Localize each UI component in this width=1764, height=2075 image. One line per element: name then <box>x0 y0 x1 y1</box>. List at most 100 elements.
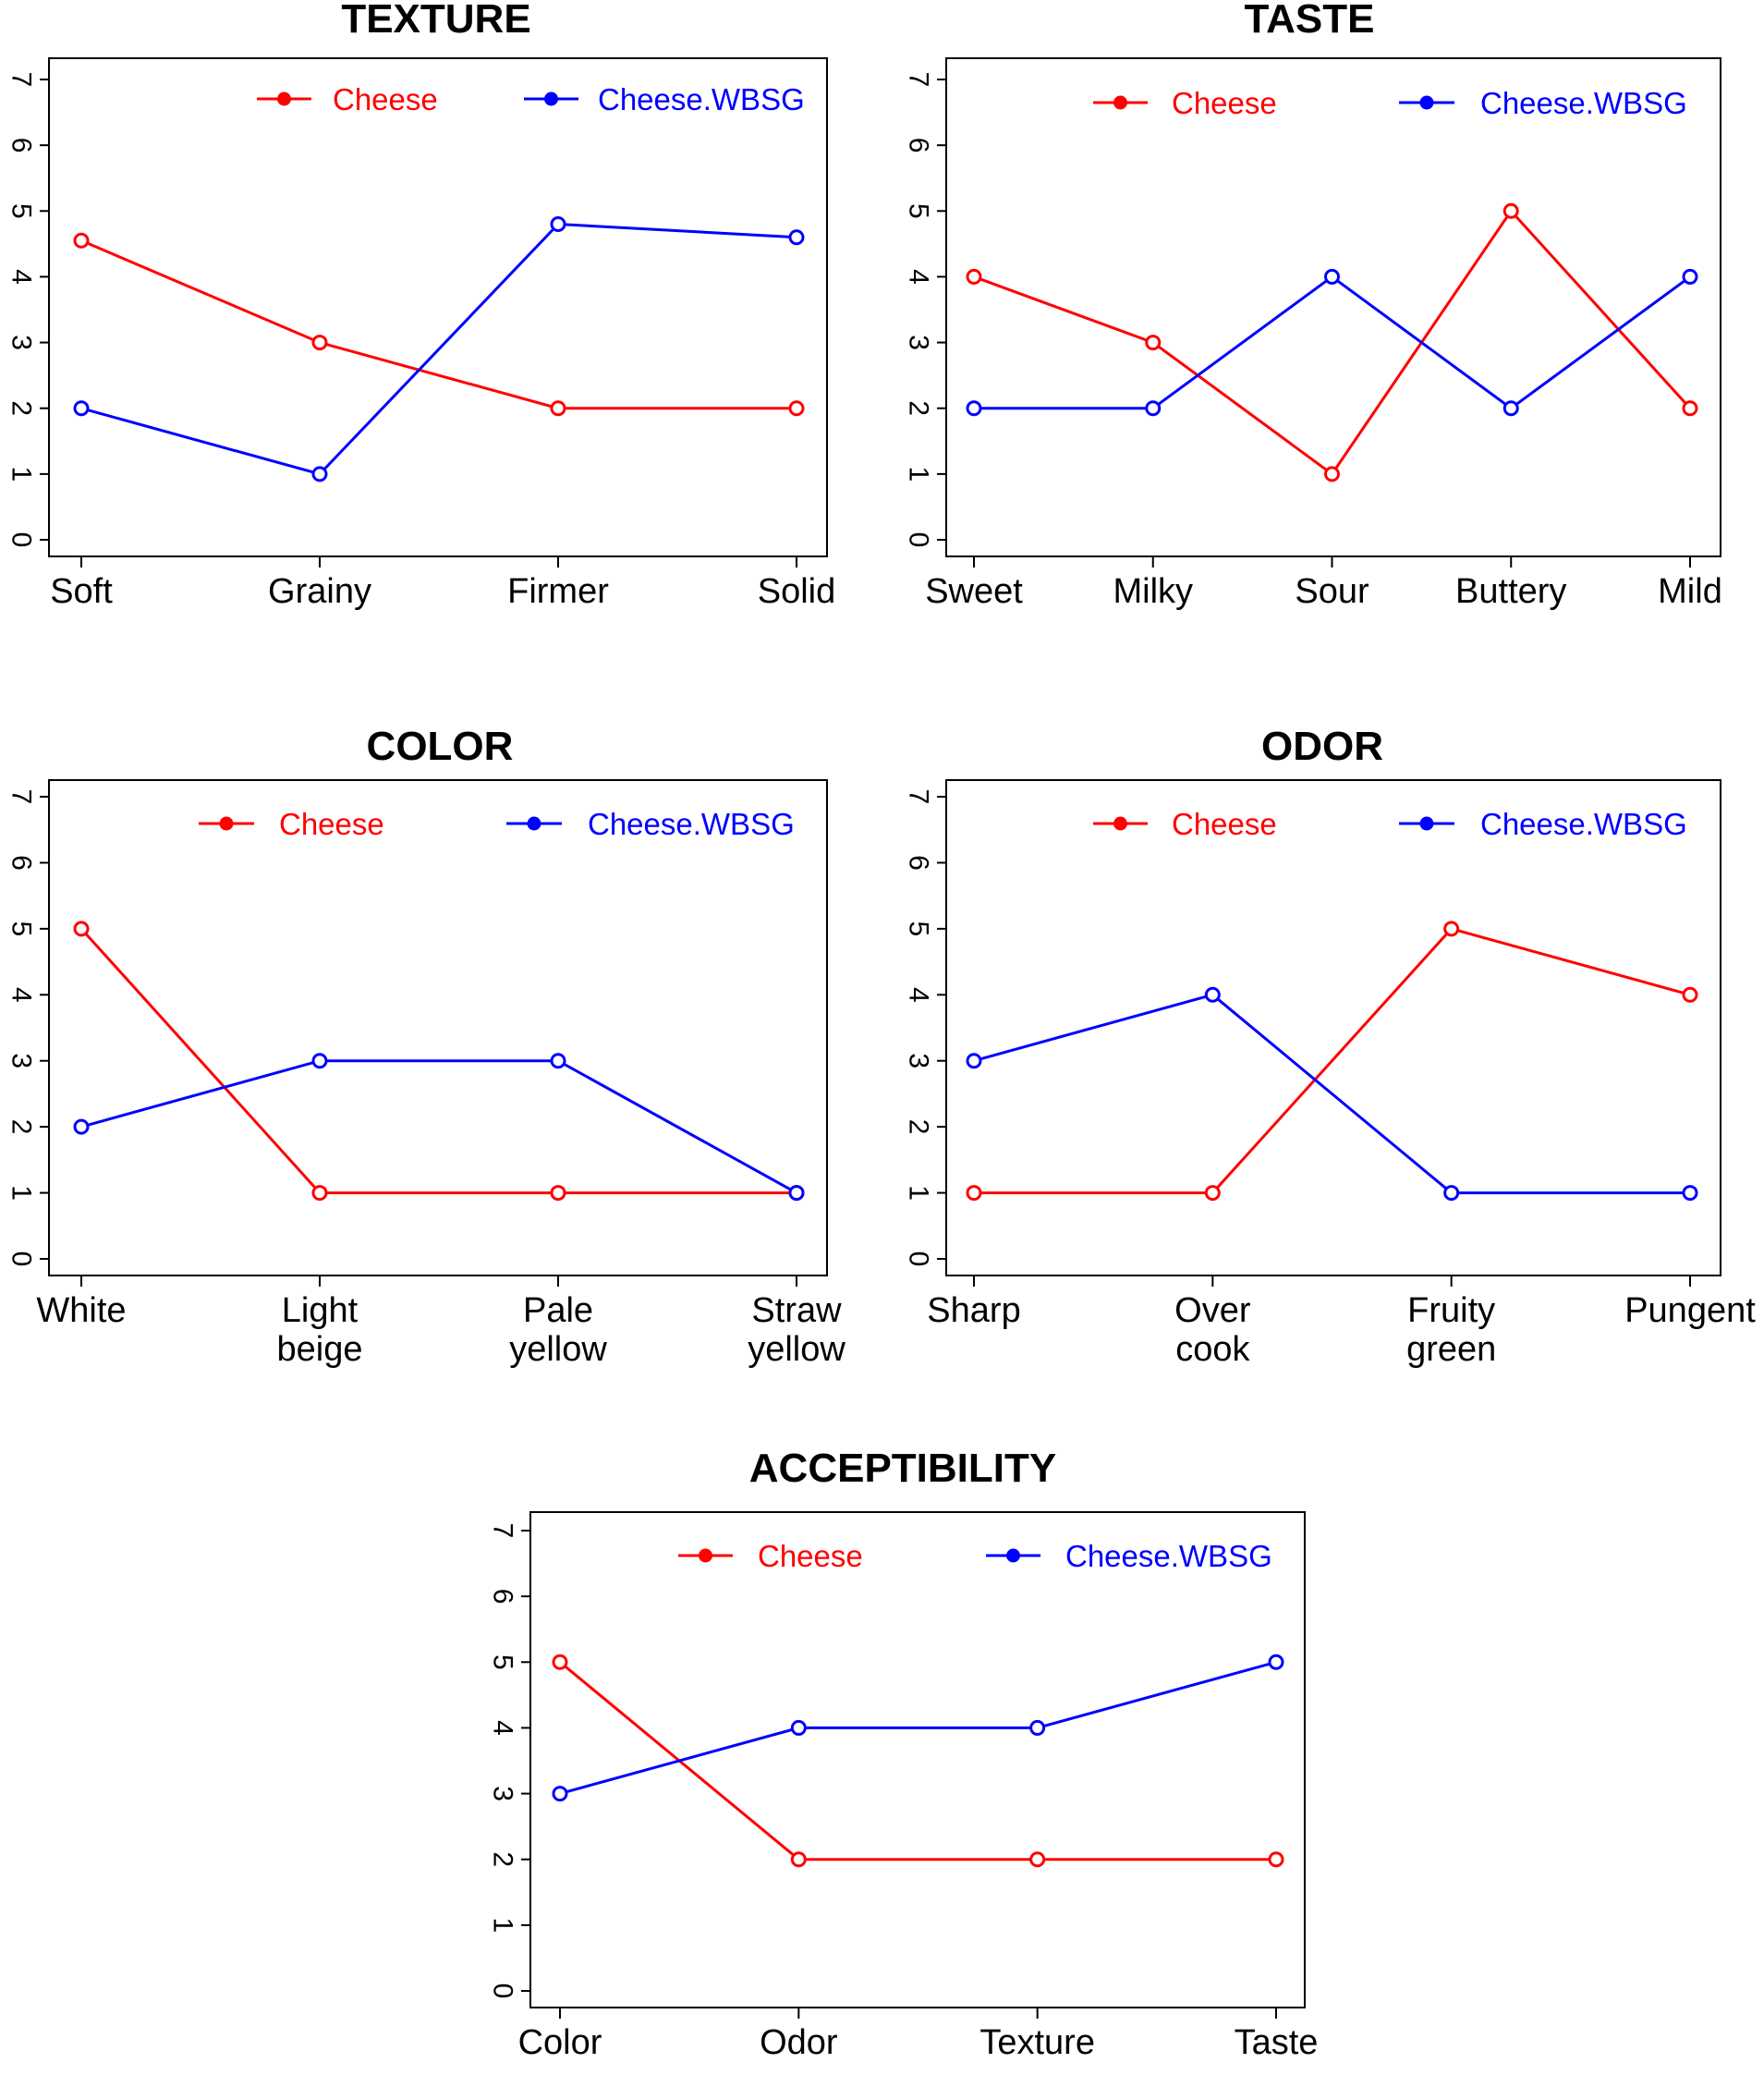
color-legend-label-cheese: Cheese <box>279 807 384 841</box>
acceptibility-ytick-label: 1 <box>488 1918 518 1934</box>
texture-ytick-label: 1 <box>6 467 37 482</box>
color-series-cheese-wbsg-point <box>550 1053 566 1069</box>
odor-xtick-label: green <box>1406 1330 1496 1369</box>
texture-legend-marker-cheese <box>277 92 291 106</box>
taste-ytick-label: 3 <box>904 335 934 350</box>
taste-legend-marker-cheese <box>1113 95 1127 110</box>
color-title: COLOR <box>367 724 514 769</box>
acceptibility-xtick-label: Color <box>518 2023 602 2062</box>
taste-series-cheese-line <box>973 208 1692 476</box>
texture-legend-marker-cheese-wbsg <box>544 92 558 106</box>
taste-series-cheese-point <box>1682 400 1698 417</box>
acceptibility-series-cheese-wbsg-point <box>1029 1719 1046 1736</box>
texture-series-cheese-wbsg-point <box>311 466 328 482</box>
texture-ytick-label: 5 <box>6 203 37 219</box>
odor-ytick-label: 4 <box>904 987 934 1003</box>
color-xtick-label: Pale <box>523 1291 593 1330</box>
odor-ytick-label: 0 <box>904 1251 934 1267</box>
acceptibility-ytick-label: 7 <box>488 1523 518 1539</box>
color-series-cheese-point <box>73 921 90 937</box>
acceptibility-legend-label-cheese-wbsg: Cheese.WBSG <box>1065 1539 1272 1573</box>
taste-xtick-label: Buttery <box>1455 572 1566 611</box>
odor-series-cheese-line <box>974 927 1691 1195</box>
color-legend-marker-cheese <box>219 816 234 831</box>
taste-panel: TASTE 0 1 2 3 4 5 6 7 Sweet Milky Sour Buttery Mild Ch… <box>904 0 1722 611</box>
taste-series-cheese-point <box>1324 466 1340 482</box>
color-series-cheese-point <box>550 1185 566 1202</box>
taste-legend-marker-cheese-wbsg <box>1419 95 1434 110</box>
odor-series-cheese-point <box>1682 986 1698 1003</box>
acceptibility-panel: ACCEPTIBILITY 0 1 2 3 4 5 6 7 Color Odor Texture Tas… <box>488 1446 1319 2062</box>
color-series-cheese-wbsg-line <box>80 1059 797 1194</box>
taste-title: TASTE <box>1245 0 1375 42</box>
odor-xtick-label: Fruity <box>1407 1291 1495 1330</box>
texture-series-cheese-wbsg-point <box>73 400 90 417</box>
texture-ytick-label: 0 <box>6 532 37 548</box>
color-ytick-label: 6 <box>6 855 37 871</box>
acceptibility-title: ACCEPTIBILITY <box>749 1446 1056 1491</box>
taste-series-cheese-wbsg-point <box>1324 268 1340 285</box>
texture-ytick-label: 6 <box>6 138 37 153</box>
odor-series-cheese-wbsg-point <box>1682 1185 1698 1202</box>
taste-series-cheese-wbsg-point <box>1502 400 1519 417</box>
taste-series-cheese-point <box>966 268 982 285</box>
color-xtick-label: White <box>36 1291 126 1330</box>
acceptibility-xtick-label: Taste <box>1235 2023 1319 2062</box>
taste-xtick-label: Sour <box>1295 572 1369 611</box>
acceptibility-legend-marker-cheese <box>699 1548 712 1563</box>
texture-panel: TEXTURE 0 1 2 3 4 5 6 7 Soft Grainy Firmer Solid Chee… <box>6 0 836 611</box>
color-xtick-label: yellow <box>509 1330 607 1369</box>
color-series-cheese-wbsg-point <box>788 1185 805 1202</box>
texture-ytick-label: 2 <box>6 400 37 416</box>
texture-series-cheese-wbsg-line <box>80 222 797 476</box>
acceptibility-ytick-label: 4 <box>488 1720 518 1736</box>
taste-legend-label-cheese-wbsg: Cheese.WBSG <box>1480 86 1687 120</box>
odor-xtick-label: cook <box>1175 1330 1250 1369</box>
texture-series-cheese-wbsg-point <box>788 229 805 246</box>
color-xtick-label: beige <box>277 1330 363 1369</box>
odor-xtick-label: Sharp <box>927 1291 1020 1330</box>
odor-ytick-label: 7 <box>904 789 934 805</box>
odor-series-cheese-point <box>1204 1185 1221 1202</box>
texture-xtick-label: Solid <box>758 572 836 611</box>
color-series-cheese-wbsg-point <box>311 1053 328 1069</box>
color-series-cheese-point <box>311 1185 328 1202</box>
odor-ytick-label: 3 <box>904 1053 934 1068</box>
taste-series-cheese-wbsg-point <box>1682 268 1698 285</box>
color-ytick-label: 0 <box>6 1251 37 1267</box>
texture-series-cheese-point <box>311 335 328 351</box>
acceptibility-legend-label-cheese: Cheese <box>758 1539 863 1573</box>
texture-ytick-label: 7 <box>6 72 37 88</box>
taste-xtick-label: Sweet <box>925 572 1023 611</box>
texture-title: TEXTURE <box>341 0 530 42</box>
taste-ytick-label: 0 <box>904 532 934 548</box>
taste-xtick-label: Milky <box>1113 572 1193 611</box>
acceptibility-series-cheese-wbsg-point <box>552 1786 568 1802</box>
color-ytick-label: 2 <box>6 1119 37 1135</box>
taste-ytick-label: 1 <box>904 467 934 482</box>
texture-series-cheese-wbsg-point <box>550 216 566 233</box>
texture-series-cheese-point <box>550 400 566 417</box>
odor-series-cheese-wbsg-line <box>973 993 1690 1195</box>
texture-xtick-label: Soft <box>50 572 113 611</box>
acceptibility-series-cheese-point <box>790 1851 807 1868</box>
color-series-cheese-line <box>79 927 797 1195</box>
odor-series-cheese-point <box>966 1185 982 1202</box>
odor-ytick-label: 1 <box>904 1185 934 1201</box>
odor-legend-marker-cheese <box>1113 816 1127 831</box>
acceptibility-ytick-label: 6 <box>488 1589 518 1605</box>
acceptibility-ytick-label: 0 <box>488 1983 518 1999</box>
odor-legend-label-cheese: Cheese <box>1172 807 1277 841</box>
acceptibility-xtick-label: Odor <box>760 2023 838 2062</box>
color-ytick-label: 7 <box>6 789 37 805</box>
color-legend-label-cheese-wbsg: Cheese.WBSG <box>588 807 795 841</box>
acceptibility-plot-frame <box>529 1511 1306 2008</box>
texture-xtick-label: Grainy <box>268 572 371 611</box>
texture-series-cheese-line <box>80 238 797 410</box>
odor-ytick-label: 6 <box>904 855 934 871</box>
odor-xtick-label: Over <box>1174 1291 1251 1330</box>
texture-series-cheese-point <box>73 232 90 249</box>
odor-xtick-label: Pungent <box>1624 1291 1756 1330</box>
